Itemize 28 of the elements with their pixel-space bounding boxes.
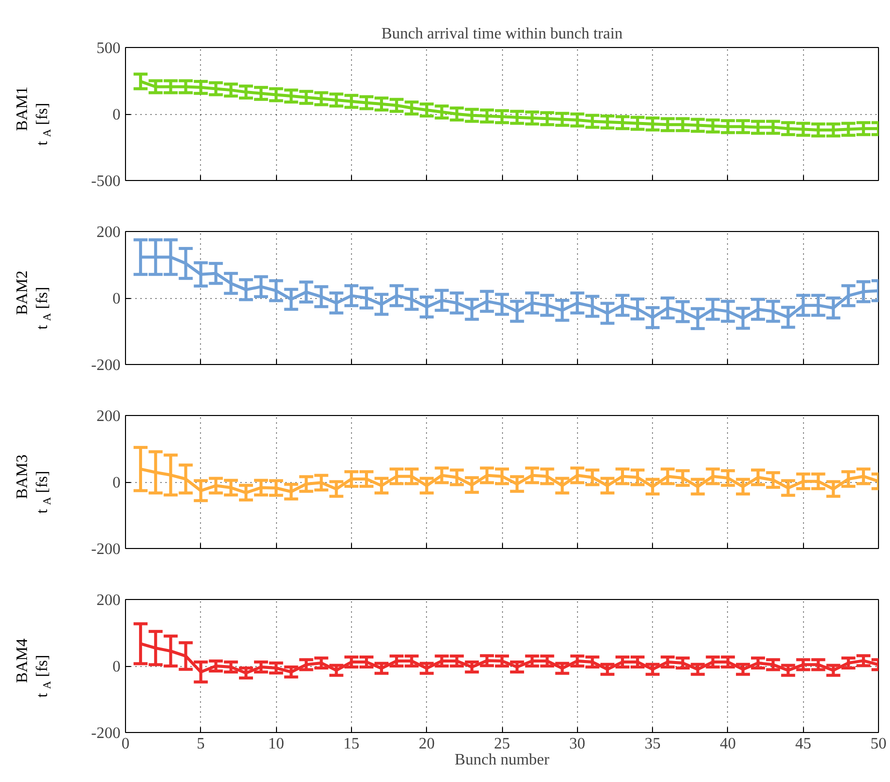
- y-tick-label: -200: [91, 541, 120, 558]
- y-tick-label: 500: [96, 40, 120, 57]
- y-tick-label: 0: [112, 290, 120, 308]
- y-axis-title: BAM3 tA [fs]: [14, 454, 54, 514]
- x-tick-label: 40: [720, 736, 736, 752]
- y-tick-label: 0: [112, 106, 120, 124]
- x-tick-label: 20: [418, 736, 435, 752]
- y-tick-label: 200: [96, 224, 120, 241]
- x-tick-label: 5: [196, 736, 205, 752]
- chart-title: Bunch arrival time within bunch train: [381, 26, 623, 42]
- x-axis-title: Bunch number: [454, 752, 550, 768]
- y-tick-label: 200: [96, 408, 120, 425]
- x-tick-label: 30: [569, 736, 586, 752]
- x-tick-label: 25: [494, 736, 510, 752]
- y-tick-label: 200: [96, 592, 120, 609]
- y-axis-title: BAM2 tA [fs]: [14, 270, 54, 330]
- y-tick-label: -500: [91, 173, 120, 190]
- y-axis-title: BAM1 tA [fs]: [14, 86, 54, 146]
- x-tick-label: 15: [343, 736, 360, 752]
- x-tick-label: 35: [644, 736, 661, 752]
- x-tick-label: 50: [870, 736, 886, 752]
- y-tick-label: 0: [112, 658, 120, 676]
- x-tick-label: 45: [795, 736, 812, 752]
- y-axis-title: BAM4 tA [fs]: [14, 638, 54, 698]
- x-tick-label: 10: [268, 736, 284, 752]
- y-tick-label: -200: [91, 357, 120, 374]
- y-tick-label: 0: [112, 474, 120, 492]
- y-tick-label: -200: [91, 725, 120, 742]
